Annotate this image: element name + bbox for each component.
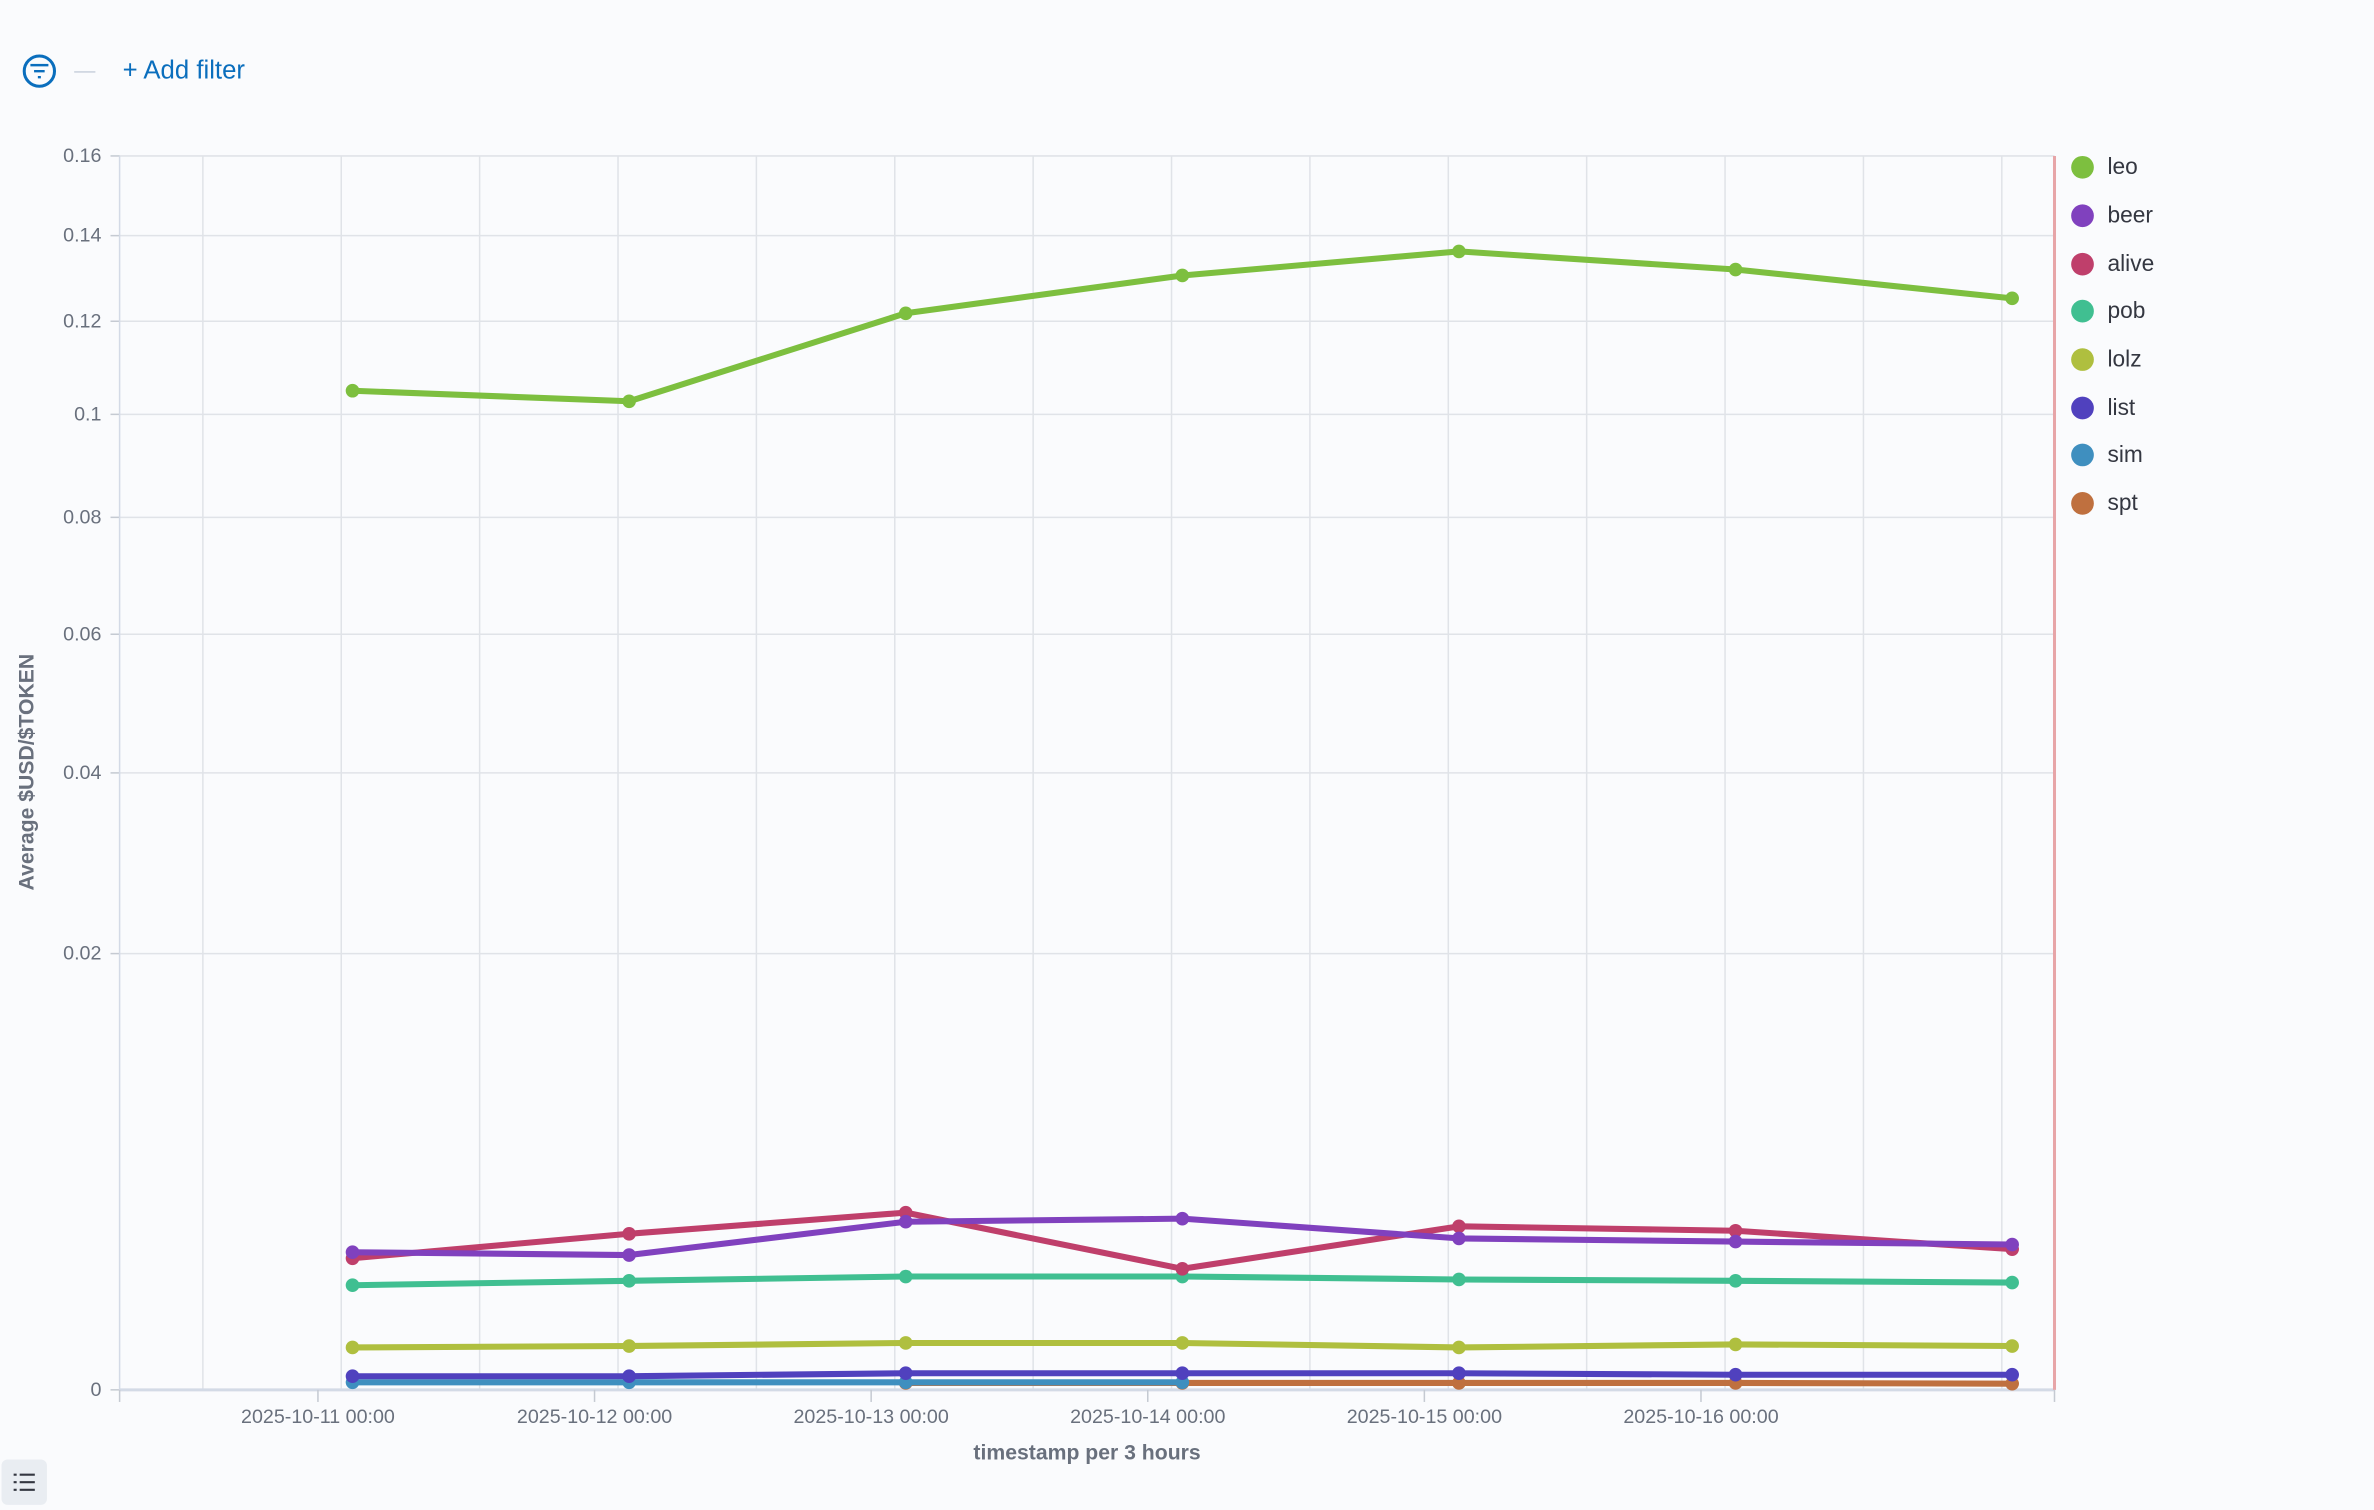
data-point-beer[interactable] <box>1452 1231 1466 1246</box>
add-filter-button[interactable]: + Add filter <box>122 56 245 85</box>
legend-dot-icon <box>2071 444 2094 468</box>
legend-dot-icon <box>2071 156 2094 180</box>
data-point-beer[interactable] <box>622 1248 636 1262</box>
data-point-leo[interactable] <box>2005 291 2019 306</box>
data-point-lolz[interactable] <box>345 1340 360 1355</box>
list-icon <box>13 1473 35 1491</box>
legend-item-beer[interactable]: beer <box>2071 192 2154 240</box>
y-tick-label: 0.16 <box>63 145 101 167</box>
legend-label: pob <box>2107 298 2146 325</box>
divider <box>74 70 96 72</box>
legend-item-leo[interactable]: leo <box>2071 144 2154 192</box>
legend: leo beer alive pob lolz list sim spt <box>2071 144 2154 528</box>
legend-dot-icon <box>2071 348 2094 372</box>
data-point-list[interactable] <box>1452 1366 1466 1381</box>
data-point-pob[interactable] <box>2005 1275 2019 1290</box>
y-axis-title: Average $USD/$TOKEN <box>15 654 38 891</box>
data-point-list[interactable] <box>1728 1367 1743 1382</box>
legend-dot-icon <box>2071 492 2094 515</box>
x-tick-label: 2025-10-14 00:00 <box>1070 1406 1225 1428</box>
legend-item-alive[interactable]: alive <box>2071 240 2154 288</box>
legend-label: lolz <box>2107 346 2142 373</box>
legend-label: beer <box>2107 202 2153 229</box>
y-tick-label: 0.12 <box>63 310 101 332</box>
data-point-beer[interactable] <box>1175 1211 1190 1226</box>
y-tick-label: 0.02 <box>63 943 101 965</box>
data-point-list[interactable] <box>345 1369 360 1384</box>
data-point-leo[interactable] <box>1728 262 1743 277</box>
data-point-pob[interactable] <box>345 1278 360 1293</box>
data-point-leo[interactable] <box>345 383 360 398</box>
data-point-lolz[interactable] <box>1728 1337 1743 1352</box>
data-point-lolz[interactable] <box>2005 1339 2019 1353</box>
data-point-beer[interactable] <box>898 1214 913 1229</box>
filter-icon[interactable] <box>22 54 57 88</box>
legend-item-sim[interactable]: sim <box>2071 432 2154 480</box>
legend-label: list <box>2107 394 2136 421</box>
y-tick-label: 0.04 <box>63 762 101 784</box>
data-point-alive[interactable] <box>1175 1261 1190 1276</box>
data-point-list[interactable] <box>2005 1367 2019 1382</box>
data-point-list[interactable] <box>1175 1366 1190 1381</box>
x-axis-title: timestamp per 3 hours <box>973 1441 1200 1464</box>
legend-label: spt <box>2107 490 2138 517</box>
data-point-beer[interactable] <box>1728 1234 1743 1249</box>
data-point-leo[interactable] <box>898 306 913 321</box>
x-tick-label: 2025-10-16 00:00 <box>1623 1406 1778 1428</box>
data-point-alive[interactable] <box>622 1226 636 1241</box>
data-point-pob[interactable] <box>898 1269 913 1284</box>
y-tick-label: 0.06 <box>63 623 101 645</box>
y-tick-label: 0 <box>90 1379 101 1401</box>
y-tick-label: 0.08 <box>63 506 101 528</box>
legend-item-list[interactable]: list <box>2071 384 2154 432</box>
legend-dot-icon <box>2071 252 2094 276</box>
data-point-list[interactable] <box>622 1369 636 1384</box>
legend-dot-icon <box>2071 300 2094 324</box>
y-tick-label: 0.1 <box>74 403 101 425</box>
legend-item-spt[interactable]: spt <box>2071 480 2154 528</box>
legend-dot-icon <box>2071 396 2094 420</box>
data-point-leo[interactable] <box>1452 244 1466 259</box>
x-tick-label: 2025-10-15 00:00 <box>1347 1406 1502 1428</box>
data-point-spt[interactable] <box>1452 1376 1466 1390</box>
data-point-pob[interactable] <box>1728 1273 1743 1288</box>
data-point-lolz[interactable] <box>1452 1340 1466 1355</box>
data-point-beer[interactable] <box>345 1245 360 1260</box>
legend-label: leo <box>2107 154 2138 181</box>
data-point-leo[interactable] <box>622 394 636 409</box>
legend-label: alive <box>2107 250 2155 277</box>
legend-label: sim <box>2107 442 2143 469</box>
x-tick-label: 2025-10-11 00:00 <box>241 1406 395 1428</box>
filter-bar: + Add filter <box>22 54 245 88</box>
data-point-lolz[interactable] <box>1175 1336 1190 1350</box>
y-tick-label: 0.14 <box>63 225 101 247</box>
data-point-lolz[interactable] <box>898 1336 913 1350</box>
data-point-pob[interactable] <box>1452 1272 1466 1287</box>
data-point-leo[interactable] <box>1175 268 1190 283</box>
legend-item-lolz[interactable]: lolz <box>2071 336 2154 384</box>
data-point-beer[interactable] <box>2005 1237 2019 1252</box>
x-tick-label: 2025-10-12 00:00 <box>517 1406 672 1428</box>
legend-toggle-button[interactable] <box>1 1459 47 1505</box>
data-point-lolz[interactable] <box>622 1339 636 1353</box>
legend-item-pob[interactable]: pob <box>2071 288 2154 336</box>
data-point-alive[interactable] <box>1728 1223 1743 1238</box>
x-tick-label: 2025-10-13 00:00 <box>793 1406 948 1428</box>
data-point-pob[interactable] <box>622 1273 636 1288</box>
data-point-list[interactable] <box>898 1366 913 1381</box>
data-point-alive[interactable] <box>1452 1219 1466 1234</box>
legend-dot-icon <box>2071 204 2094 228</box>
